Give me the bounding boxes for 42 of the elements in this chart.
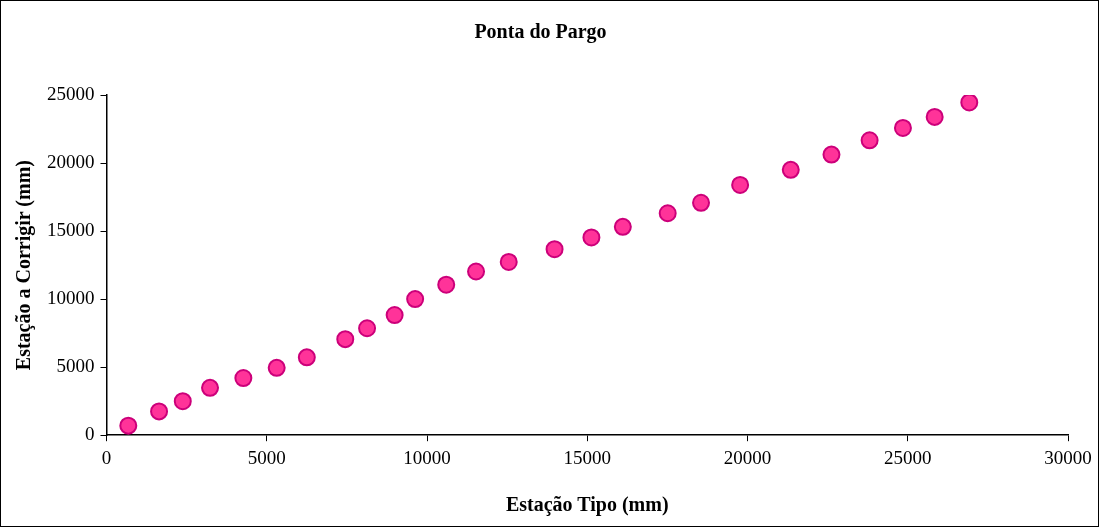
point xyxy=(297,348,316,367)
x-tick-label: 30000 xyxy=(1044,446,1092,468)
point xyxy=(960,95,979,112)
point xyxy=(358,319,377,338)
y-tick-label: 20000 xyxy=(47,151,95,173)
x-tick-label: 20000 xyxy=(723,446,772,468)
point xyxy=(336,330,355,349)
chart-title: Ponta do Pargo xyxy=(474,20,607,44)
x-tick-label: 0 xyxy=(101,446,112,468)
x-tick-label: 25000 xyxy=(884,446,932,468)
y-tick-label: 15000 xyxy=(47,219,95,241)
point xyxy=(582,228,601,247)
point xyxy=(613,217,632,236)
point xyxy=(781,160,800,179)
point xyxy=(893,118,912,137)
y-axis-title: Estação a Corrigir (mm) xyxy=(12,160,36,371)
point xyxy=(731,175,750,194)
point xyxy=(658,204,677,223)
point xyxy=(267,358,286,377)
point xyxy=(467,262,486,281)
x-tick-label: 15000 xyxy=(563,446,611,468)
y-tick-label: 0 xyxy=(85,423,95,445)
point xyxy=(201,378,220,397)
y-tick-label: 10000 xyxy=(47,287,95,309)
x-tick-label: 10000 xyxy=(403,446,451,468)
point xyxy=(925,107,944,126)
point xyxy=(385,306,404,325)
point xyxy=(406,290,425,309)
point xyxy=(822,145,841,164)
point xyxy=(150,402,169,421)
x-axis-title: Estação Tipo (mm) xyxy=(505,493,669,517)
point xyxy=(234,369,253,388)
point xyxy=(437,275,456,294)
point xyxy=(692,193,711,212)
point xyxy=(499,252,518,271)
y-tick-label: 5000 xyxy=(56,355,95,377)
y-tick-label: 25000 xyxy=(47,82,95,104)
point xyxy=(545,240,564,259)
point xyxy=(173,392,192,411)
x-tick-label: 5000 xyxy=(247,446,286,468)
point xyxy=(860,131,879,150)
point xyxy=(119,416,138,435)
